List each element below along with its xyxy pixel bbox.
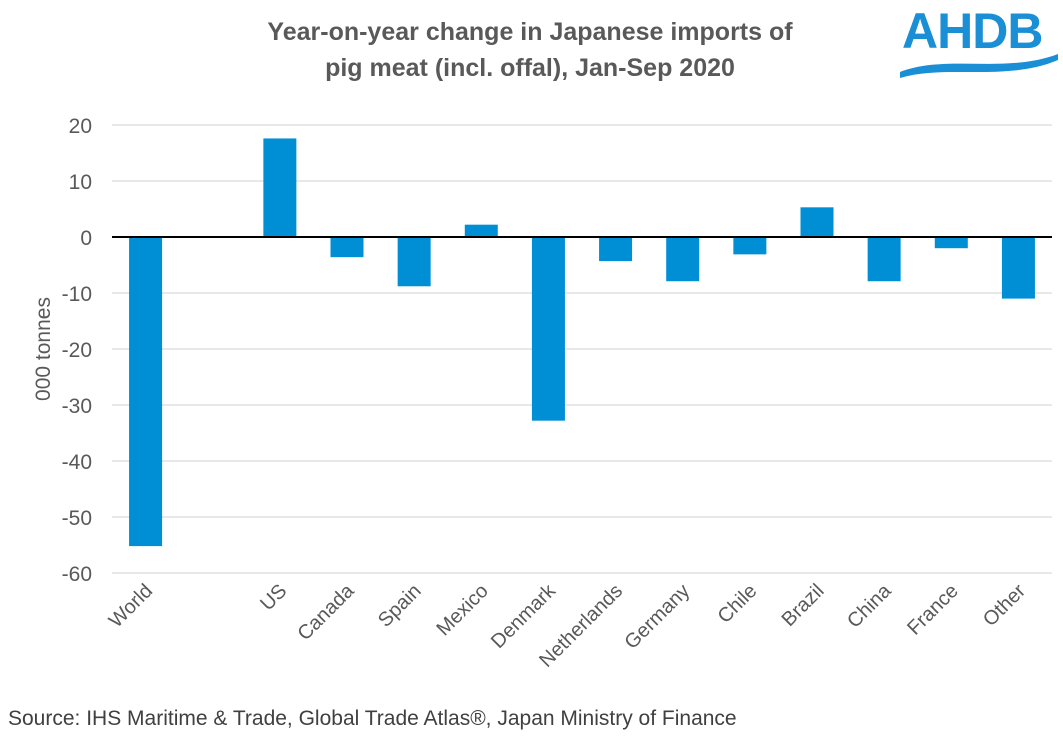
y-tick-label: -40 bbox=[62, 451, 92, 474]
gridlines bbox=[112, 124, 1052, 574]
y-tick-label: -10 bbox=[62, 283, 92, 306]
bar-canada bbox=[330, 237, 364, 258]
bar-other bbox=[1001, 237, 1035, 299]
y-tick-label: -50 bbox=[62, 507, 92, 530]
bar-netherlands bbox=[599, 237, 633, 262]
source-note: Source: IHS Maritime & Trade, Global Tra… bbox=[8, 707, 737, 730]
x-axis-labels: World US Canada Spain MexicoDenmarkNetherlan… bbox=[105, 579, 1030, 672]
y-tick-label: 0 bbox=[80, 227, 92, 250]
y-axis-label: 000 tonnes bbox=[32, 297, 55, 401]
bar-denmark bbox=[531, 237, 565, 421]
y-tick-label: 20 bbox=[69, 115, 92, 138]
bar-us bbox=[263, 138, 297, 237]
bar-brazil bbox=[800, 207, 834, 237]
y-tick-label: -60 bbox=[62, 563, 92, 586]
x-tick-label: Canada bbox=[293, 579, 359, 645]
bar-germany bbox=[666, 237, 700, 282]
x-tick-label: Spain bbox=[374, 580, 426, 632]
bar-world bbox=[129, 237, 163, 547]
x-tick-label: Germany bbox=[621, 580, 695, 654]
chart-title-line-1: Year-on-year change in Japanese imports … bbox=[267, 18, 793, 46]
ahdb-logo: AHDB bbox=[896, 2, 1060, 82]
x-tick-label: World bbox=[105, 580, 157, 632]
x-tick-label: Other bbox=[979, 580, 1030, 631]
y-tick-label: -30 bbox=[62, 395, 92, 418]
bar-china bbox=[867, 237, 901, 282]
x-tick-label: China bbox=[843, 579, 896, 632]
logo-wave-icon bbox=[900, 54, 1058, 78]
y-axis-ticks: 20 10 0 -10 -20 -30 -40 -50 -60 bbox=[62, 115, 92, 586]
x-tick-label: US bbox=[256, 580, 291, 615]
x-tick-label: Brazil bbox=[778, 580, 829, 631]
y-tick-label: 10 bbox=[69, 171, 92, 194]
bar-mexico bbox=[464, 224, 498, 237]
logo-text: AHDB bbox=[902, 3, 1043, 59]
bar-chile bbox=[733, 237, 767, 255]
x-tick-label: Chile bbox=[714, 580, 762, 628]
x-tick-label: Mexico bbox=[432, 580, 492, 640]
bar-spain bbox=[397, 237, 431, 287]
x-tick-label: France bbox=[903, 580, 963, 640]
bar-france bbox=[934, 237, 968, 249]
chart-title-line-2: pig meat (incl. offal), Jan-Sep 2020 bbox=[325, 54, 735, 82]
bars bbox=[129, 138, 1035, 547]
y-tick-label: -20 bbox=[62, 339, 92, 362]
bar-chart: 20 10 0 -10 -20 -30 -40 -50 -60 World US Canada Spa… bbox=[32, 115, 1052, 672]
